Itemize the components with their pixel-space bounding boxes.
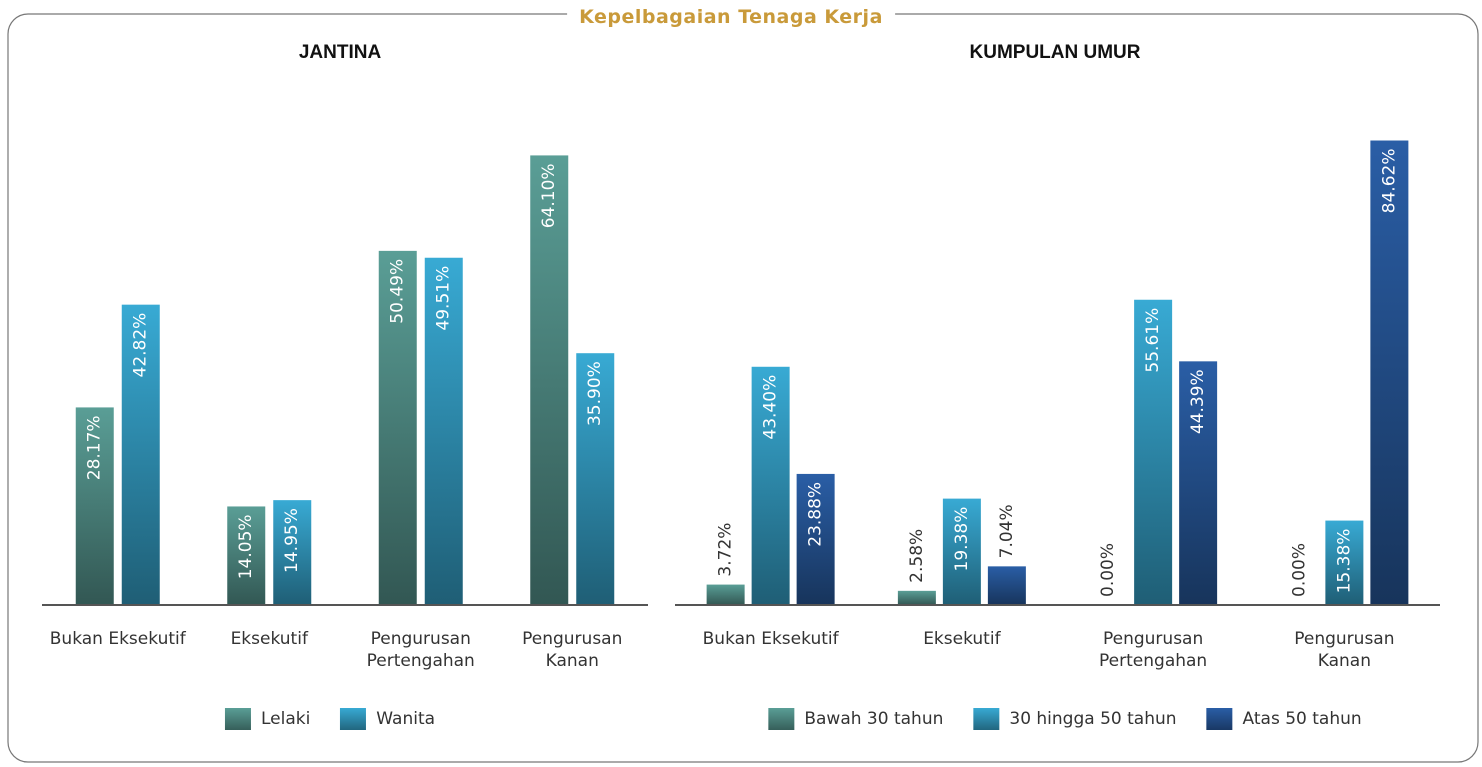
legend-swatch (340, 708, 367, 730)
x-tick-label: Pengurusan Kanan (1294, 629, 1395, 671)
x-tick-label: Eksekutif (230, 629, 308, 649)
legend: Lelaki Wanita (224, 708, 435, 730)
bar (530, 155, 569, 605)
value-label: 44.39% (1188, 369, 1208, 434)
value-label: 42.82% (131, 313, 151, 378)
legend-swatch (1206, 708, 1233, 730)
x-tick-label: Bukan Eksekutif (49, 629, 186, 649)
value-label: 0.00% (1289, 543, 1309, 597)
bar (273, 500, 312, 605)
legend-item: Wanita (340, 708, 435, 730)
bar (706, 584, 745, 605)
bar (1370, 140, 1409, 606)
bar (378, 250, 417, 605)
legend-swatch (973, 708, 1000, 730)
value-label: 3.72% (716, 523, 736, 577)
value-label: 35.90% (585, 361, 605, 426)
bar (227, 506, 266, 605)
bar (897, 590, 936, 605)
chart-title: KUMPULAN UMUR (969, 42, 1141, 63)
bar (1179, 361, 1218, 605)
legend-label: 30 hingga 50 tahun (1009, 709, 1177, 729)
value-label: 19.38% (952, 507, 972, 572)
value-label: 14.05% (236, 514, 256, 579)
legend-item: Lelaki (224, 708, 311, 730)
bar (424, 257, 463, 605)
value-label: 14.95% (282, 508, 302, 573)
value-label: 7.04% (997, 504, 1017, 558)
chart-title: JANTINA (298, 42, 382, 63)
bar (987, 566, 1026, 605)
page-title: Kepelbagaian Tenaga Kerja (567, 6, 895, 28)
x-tick-label: Pengurusan Pertengahan (1099, 629, 1208, 671)
value-label: 55.61% (1143, 308, 1163, 373)
value-label: 28.17% (85, 415, 105, 480)
legend-label: Bawah 30 tahun (804, 709, 944, 729)
legend-label: Atas 50 tahun (1242, 709, 1362, 729)
bar (121, 304, 160, 605)
value-label: 64.10% (539, 163, 559, 228)
legend: Bawah 30 tahun 30 hingga 50 tahun Atas 50 … (768, 708, 1362, 730)
legend-item: Atas 50 tahun (1206, 708, 1362, 730)
x-tick-label: Eksekutif (923, 629, 1001, 649)
legend-label: Lelaki (260, 709, 311, 729)
bar (576, 353, 615, 605)
legend-swatch (224, 708, 251, 730)
value-label: 2.58% (907, 529, 927, 583)
legend-item: 30 hingga 50 tahun (973, 708, 1177, 730)
value-label: 84.62% (1379, 149, 1399, 214)
bar (796, 473, 835, 605)
bar (1325, 520, 1364, 605)
bar (751, 366, 790, 605)
legend-label: Wanita (376, 709, 436, 729)
x-tick-label: Pengurusan Kanan (522, 629, 623, 671)
bar (75, 407, 114, 605)
bar (1134, 299, 1173, 605)
x-tick-label: Bukan Eksekutif (702, 629, 839, 649)
value-label: 23.88% (806, 482, 826, 547)
value-label: 49.51% (434, 266, 454, 331)
value-label: 43.40% (761, 375, 781, 440)
value-label: 50.49% (388, 259, 408, 324)
legend-swatch (768, 708, 795, 730)
bar (942, 498, 981, 605)
x-tick-label: Pengurusan Pertengahan (366, 629, 475, 671)
value-label: 15.38% (1334, 529, 1354, 594)
legend-item: Bawah 30 tahun (768, 708, 943, 730)
value-label: 0.00% (1098, 543, 1118, 597)
